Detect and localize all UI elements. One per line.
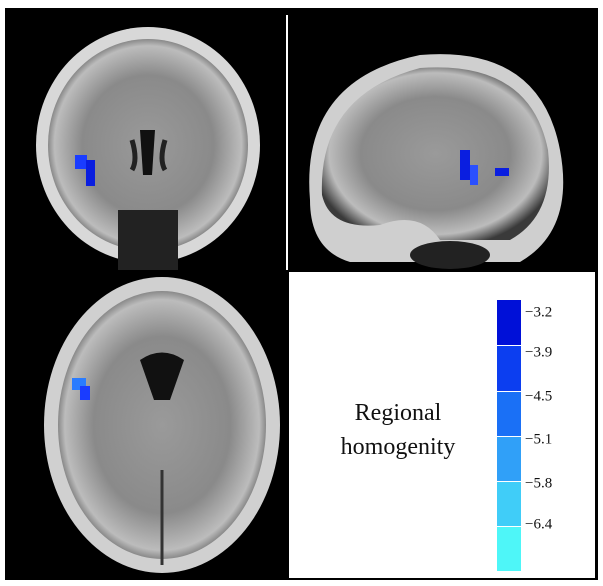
legend-label: −4.5	[525, 388, 552, 404]
legend-label: −3.2	[525, 304, 552, 320]
legend-label: −5.1	[525, 431, 552, 447]
axial-slice	[44, 277, 280, 573]
legend-label: −5.8	[525, 475, 552, 491]
legend-title: Regional	[355, 400, 442, 426]
colorbar	[497, 300, 521, 571]
legend-label: −6.4	[525, 516, 553, 532]
legend-title: homogenity	[341, 434, 456, 460]
legend-label: −3.9	[525, 344, 552, 360]
page: Regional homogenity −3.2 −3.9 −4.5 −5.1 −5.8…	[0, 0, 603, 586]
figure: Regional homogenity −3.2 −3.9 −4.5 −5.1 −5.8…	[0, 0, 603, 586]
